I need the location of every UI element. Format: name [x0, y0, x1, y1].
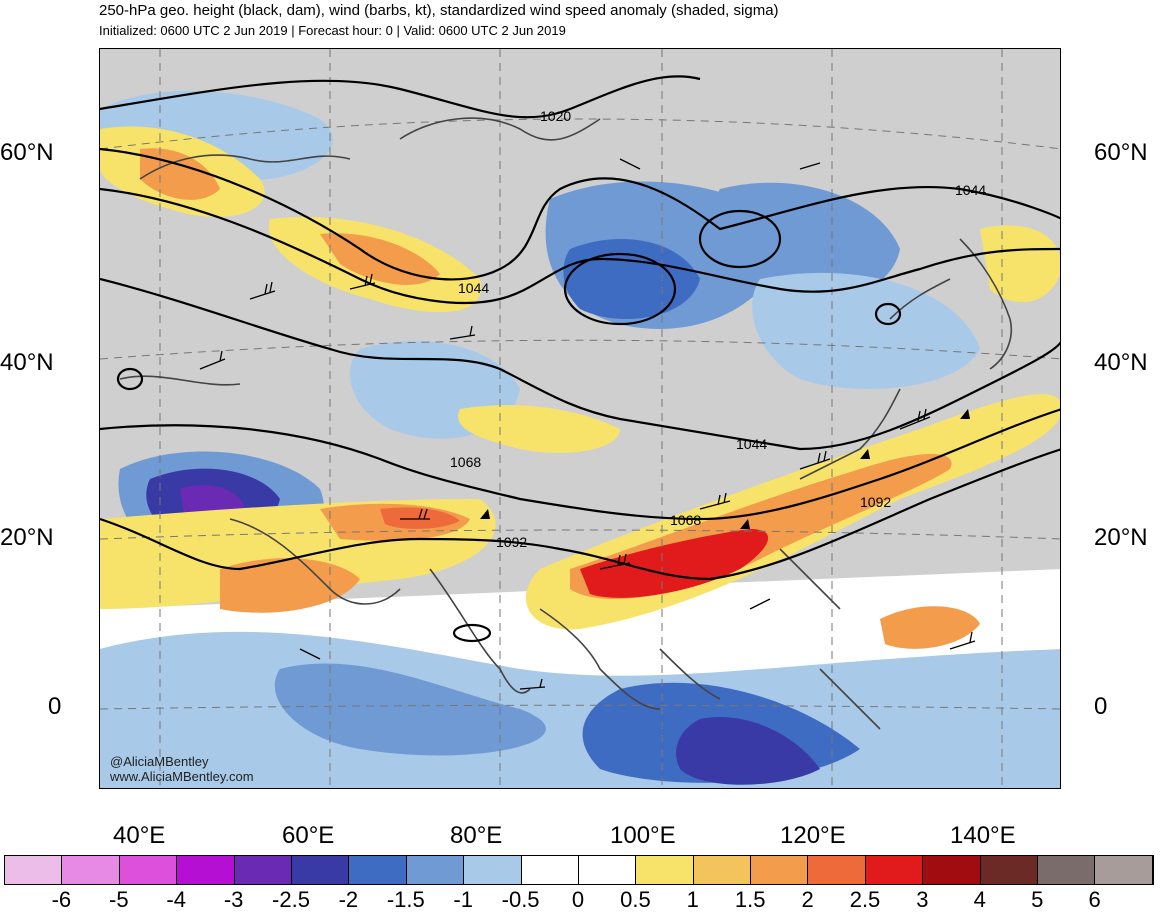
- colorbar-label: 4: [973, 887, 986, 912]
- contour-1044-north: [100, 147, 1060, 281]
- colorbar-label: -4: [166, 887, 186, 912]
- colorbar-label: 2.5: [849, 887, 881, 912]
- contour-small-low-turkey: [116, 367, 144, 391]
- lon-label-80e: 80°E: [450, 822, 503, 849]
- lon-label-40e: 40°E: [113, 822, 166, 849]
- lon-label-120e: 120°E: [780, 822, 846, 849]
- colorbar-label: 6: [1088, 887, 1101, 912]
- colorbar-swatch: [751, 856, 809, 884]
- colorbar-swatch: [578, 856, 637, 884]
- shade-sea-darkblue: [676, 717, 820, 785]
- contour-label-1068-a: 1068: [450, 454, 481, 470]
- colorbar-swatch: [808, 856, 866, 884]
- colorbar-label: -1: [453, 887, 473, 912]
- colorbar-label: -2: [338, 887, 359, 912]
- colorbar-label: -5: [109, 887, 129, 912]
- contour-1044-south: [100, 277, 1060, 451]
- map-panel: 1020 1044 1044 1044 1068 1068 1092 1092: [99, 48, 1061, 789]
- contour-label-1044-a: 1044: [458, 280, 489, 296]
- wind-barbs: [199, 158, 976, 690]
- colorbar-label: 1.5: [734, 887, 766, 912]
- colorbar-label: 3: [916, 887, 929, 912]
- colorbar-swatch: [521, 856, 579, 884]
- lon-label-140e: 140°E: [950, 822, 1016, 849]
- colorbar-swatch: [5, 856, 63, 884]
- credit-site: www.AliciaMBentley.com: [110, 769, 254, 784]
- colorbar-label: -0.5: [501, 887, 540, 912]
- map-svg: 1020 1044 1044 1044 1068 1068 1092 1092: [100, 49, 1060, 788]
- coastlines: [119, 117, 1012, 730]
- colorbar-swatch: [406, 856, 465, 884]
- contour-label-1068-b: 1068: [670, 512, 701, 528]
- colorbar-label: -6: [51, 887, 72, 912]
- shade-arabia-red: [380, 507, 460, 529]
- lat-label-eq-right: 0: [1094, 693, 1108, 720]
- shade-east-blue: [712, 182, 900, 299]
- colorbar-swatch: [865, 856, 924, 884]
- colorbar-swatch: [119, 856, 178, 884]
- lat-label-20n-right: 20°N: [1094, 524, 1148, 551]
- colorbar-swatch: [349, 856, 407, 884]
- height-contours: [100, 75, 1060, 643]
- shade-russia-orange: [320, 233, 440, 285]
- colorbar: [4, 855, 1154, 885]
- lat-label-eq-left: 0: [48, 693, 62, 720]
- colorbar-label: 0: [571, 887, 585, 912]
- colorbar-swatch: [1095, 856, 1153, 884]
- contour-1092: [100, 448, 1060, 581]
- colorbar-label: 1: [686, 887, 699, 912]
- lat-label-40n-left: 40°N: [0, 349, 54, 376]
- contour-closed-low-siberia: [698, 209, 782, 269]
- contour-closed-low-ne: [563, 252, 677, 326]
- chart-title: 250-hPa geo. height (black, dam), wind (…: [99, 2, 779, 19]
- colorbar-swatch: [62, 856, 120, 884]
- contour-label-1044-c: 1044: [955, 182, 986, 198]
- contour-1020: [100, 75, 701, 119]
- contour-1068: [100, 408, 1060, 521]
- colorbar-label: -3: [223, 887, 244, 912]
- colorbar-swatch: [980, 856, 1039, 884]
- lat-label-20n-left: 20°N: [0, 524, 54, 551]
- shade-china-jet-red: [580, 529, 769, 598]
- shade-pacific-orange: [880, 606, 980, 649]
- colorbar-swatch: [1038, 856, 1096, 884]
- colorbar-swatch: [636, 856, 694, 884]
- contour-label-1092-b: 1092: [860, 494, 891, 510]
- lon-label-60e: 60°E: [282, 822, 335, 849]
- contour-label-1044-b: 1044: [736, 436, 767, 452]
- colorbar-label: 0.5: [620, 887, 651, 912]
- contour-1044-mid: [100, 187, 1060, 304]
- contour-small-high-india: [452, 623, 492, 643]
- shade-tropics-blue: [274, 663, 546, 756]
- lon-label-100e: 100°E: [610, 822, 676, 849]
- contour-label-1020: 1020: [540, 108, 571, 124]
- chart-subtitle: Initialized: 0600 UTC 2 Jun 2019 | Forec…: [99, 23, 566, 38]
- colorbar-swatch: [177, 856, 235, 884]
- colorbar-label: -2.5: [272, 887, 310, 912]
- colorbar-swatch: [291, 856, 350, 884]
- shade-mideast-orange: [220, 558, 360, 613]
- shade-manchuria-blue: [752, 272, 980, 389]
- colorbar-swatch: [234, 856, 292, 884]
- colorbar-label: -1.5: [386, 887, 425, 912]
- colorbar-swatch: [693, 856, 752, 884]
- lat-label-40n-right: 40°N: [1094, 349, 1148, 376]
- lat-label-60n-left: 60°N: [0, 139, 54, 166]
- colorbar-label: 2: [801, 887, 814, 912]
- colorbar-label: 5: [1031, 887, 1044, 912]
- contour-label-1092-a: 1092: [496, 534, 527, 550]
- colorbar-swatch: [923, 856, 981, 884]
- credit-handle: @AliciaMBentley: [110, 754, 209, 769]
- shade-japan-yellow: [980, 225, 1060, 302]
- shade-tibet-yellow: [458, 405, 620, 453]
- contour-small-low-japan: [874, 302, 902, 326]
- colorbar-swatch: [464, 856, 522, 884]
- graticule: [100, 49, 1060, 788]
- lat-label-60n-right: 60°N: [1094, 139, 1148, 166]
- wind-barb-flags: [480, 409, 970, 529]
